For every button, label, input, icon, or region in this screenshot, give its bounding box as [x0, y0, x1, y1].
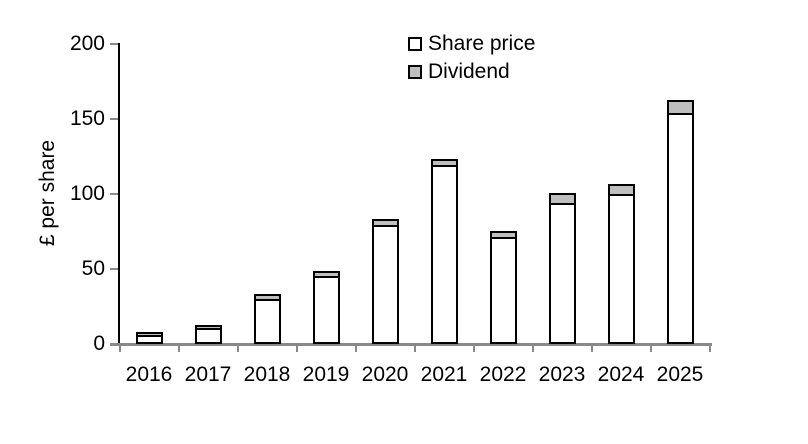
x-axis-line — [110, 343, 712, 346]
bar-share-price-2023 — [548, 202, 576, 344]
bar-dividend-2021 — [430, 158, 458, 167]
legend-label-dividend: Dividend — [428, 60, 510, 83]
bar-share-price-2024 — [607, 193, 635, 344]
y-tick — [110, 43, 118, 45]
x-axis-label-2022: 2022 — [479, 363, 527, 386]
bar-dividend-2024 — [607, 184, 635, 196]
x-tick — [295, 346, 298, 352]
y-tick-label: 50 — [81, 257, 105, 280]
legend: Share price Dividend — [408, 30, 535, 86]
bar-dividend-2025 — [666, 100, 694, 115]
bar-dividend-2016 — [135, 331, 163, 337]
x-axis-label-2017: 2017 — [184, 363, 232, 386]
x-axis-label-2020: 2020 — [361, 363, 409, 386]
bar-share-price-2022 — [489, 237, 517, 344]
y-tick — [110, 343, 118, 345]
x-tick — [708, 346, 711, 352]
y-tick-label: 100 — [69, 182, 105, 205]
x-axis-label-2021: 2021 — [420, 363, 468, 386]
x-axis-label-2018: 2018 — [243, 363, 291, 386]
bar-share-price-2021 — [430, 165, 458, 344]
y-tick-label: 150 — [69, 107, 105, 130]
bar-dividend-2019 — [312, 271, 340, 278]
y-tick — [110, 193, 118, 195]
y-tick-label: 200 — [69, 32, 105, 55]
x-tick — [472, 346, 475, 352]
x-axis-label-2023: 2023 — [538, 363, 586, 386]
x-tick — [118, 346, 121, 352]
x-axis-label-2016: 2016 — [125, 363, 173, 386]
y-tick-label: 0 — [93, 332, 105, 355]
x-tick — [590, 346, 593, 352]
x-tick — [177, 346, 180, 352]
bar-dividend-2017 — [194, 325, 222, 330]
y-axis-line — [117, 43, 120, 346]
legend-item-share-price: Share price — [408, 30, 535, 58]
bar-share-price-2019 — [312, 276, 340, 344]
x-tick — [531, 346, 534, 352]
y-tick — [110, 118, 118, 120]
x-axis-label-2019: 2019 — [302, 363, 350, 386]
x-tick — [236, 346, 239, 352]
x-axis-label-2024: 2024 — [597, 363, 645, 386]
bar-dividend-2018 — [253, 294, 281, 301]
y-tick — [110, 268, 118, 270]
bar-share-price-2017 — [194, 327, 222, 344]
x-tick — [649, 346, 652, 352]
x-tick — [413, 346, 416, 352]
legend-label-share-price: Share price — [428, 32, 536, 55]
bar-dividend-2020 — [371, 219, 399, 227]
bar-share-price-2018 — [253, 298, 281, 344]
bar-dividend-2023 — [548, 193, 576, 205]
bar-dividend-2022 — [489, 230, 517, 239]
share-price-swatch-icon — [408, 37, 422, 51]
x-tick — [354, 346, 357, 352]
dividend-swatch-icon — [408, 65, 422, 79]
legend-item-dividend: Dividend — [408, 58, 535, 86]
x-axis-label-2025: 2025 — [656, 363, 704, 386]
bar-share-price-2025 — [666, 112, 694, 344]
bar-share-price-2020 — [371, 225, 399, 344]
